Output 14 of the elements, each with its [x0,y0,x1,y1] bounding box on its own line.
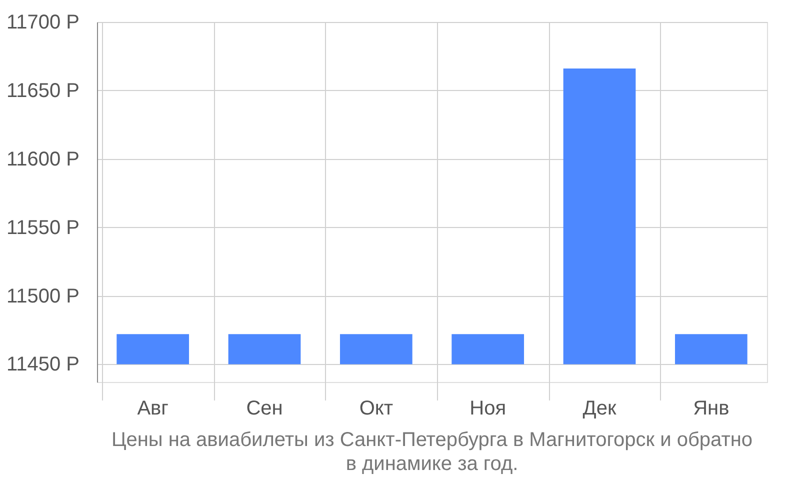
y-tick-label: 11550 Р [6,216,80,239]
x-tick-label: Ноя [470,398,506,420]
text: в динамике за год. [346,453,518,475]
x-tick-label: Авг [137,398,168,420]
y-tick-label: 11650 Р [6,80,80,102]
y-tick-label: 11600 Р [6,148,80,170]
text: Цены на авиабилеты из Санкт-Петербурга в Магнитогорск и обратно [111,429,753,451]
x-tick-label: Янв [693,398,730,420]
x-tick-label: Сен [246,398,283,420]
y-tick-label: 11500 Р [6,285,80,308]
y-tick-label: 11700 Р [6,12,80,34]
x-tick-label: Дек [582,398,616,420]
x-tick-label: Окт [359,398,394,420]
y-tick-label: 11450 Р [6,354,80,376]
